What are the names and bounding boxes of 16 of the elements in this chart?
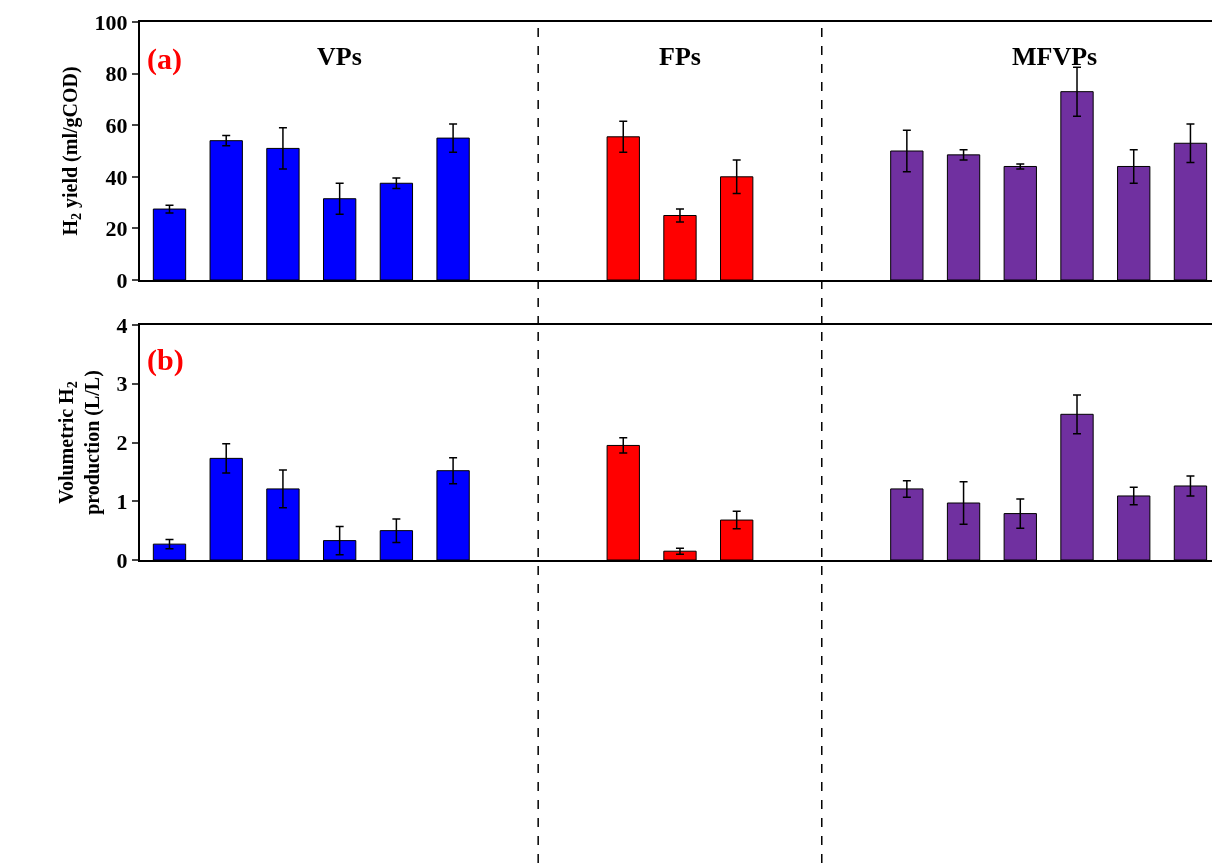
annotation: MFVPs — [1012, 42, 1098, 71]
y-tick-label: 40 — [105, 164, 128, 190]
y-tick-label: 80 — [105, 61, 128, 87]
y-tick-label: 1 — [116, 488, 128, 514]
annotation: VPs — [317, 42, 362, 71]
annotation: (a) — [147, 42, 182, 76]
y-tick-label: 20 — [105, 216, 128, 242]
y-tick-label: 100 — [94, 9, 128, 35]
y-tick-label: 2 — [116, 430, 128, 456]
annotation: (b) — [147, 343, 184, 377]
y-tick-label: 4 — [116, 312, 128, 338]
y-tick-label: 3 — [116, 371, 128, 397]
y-tick-label: 60 — [105, 112, 128, 138]
annotation: FPs — [659, 42, 701, 71]
y-tick-label: 0 — [116, 547, 128, 573]
y-tick-label: 0 — [116, 267, 128, 293]
